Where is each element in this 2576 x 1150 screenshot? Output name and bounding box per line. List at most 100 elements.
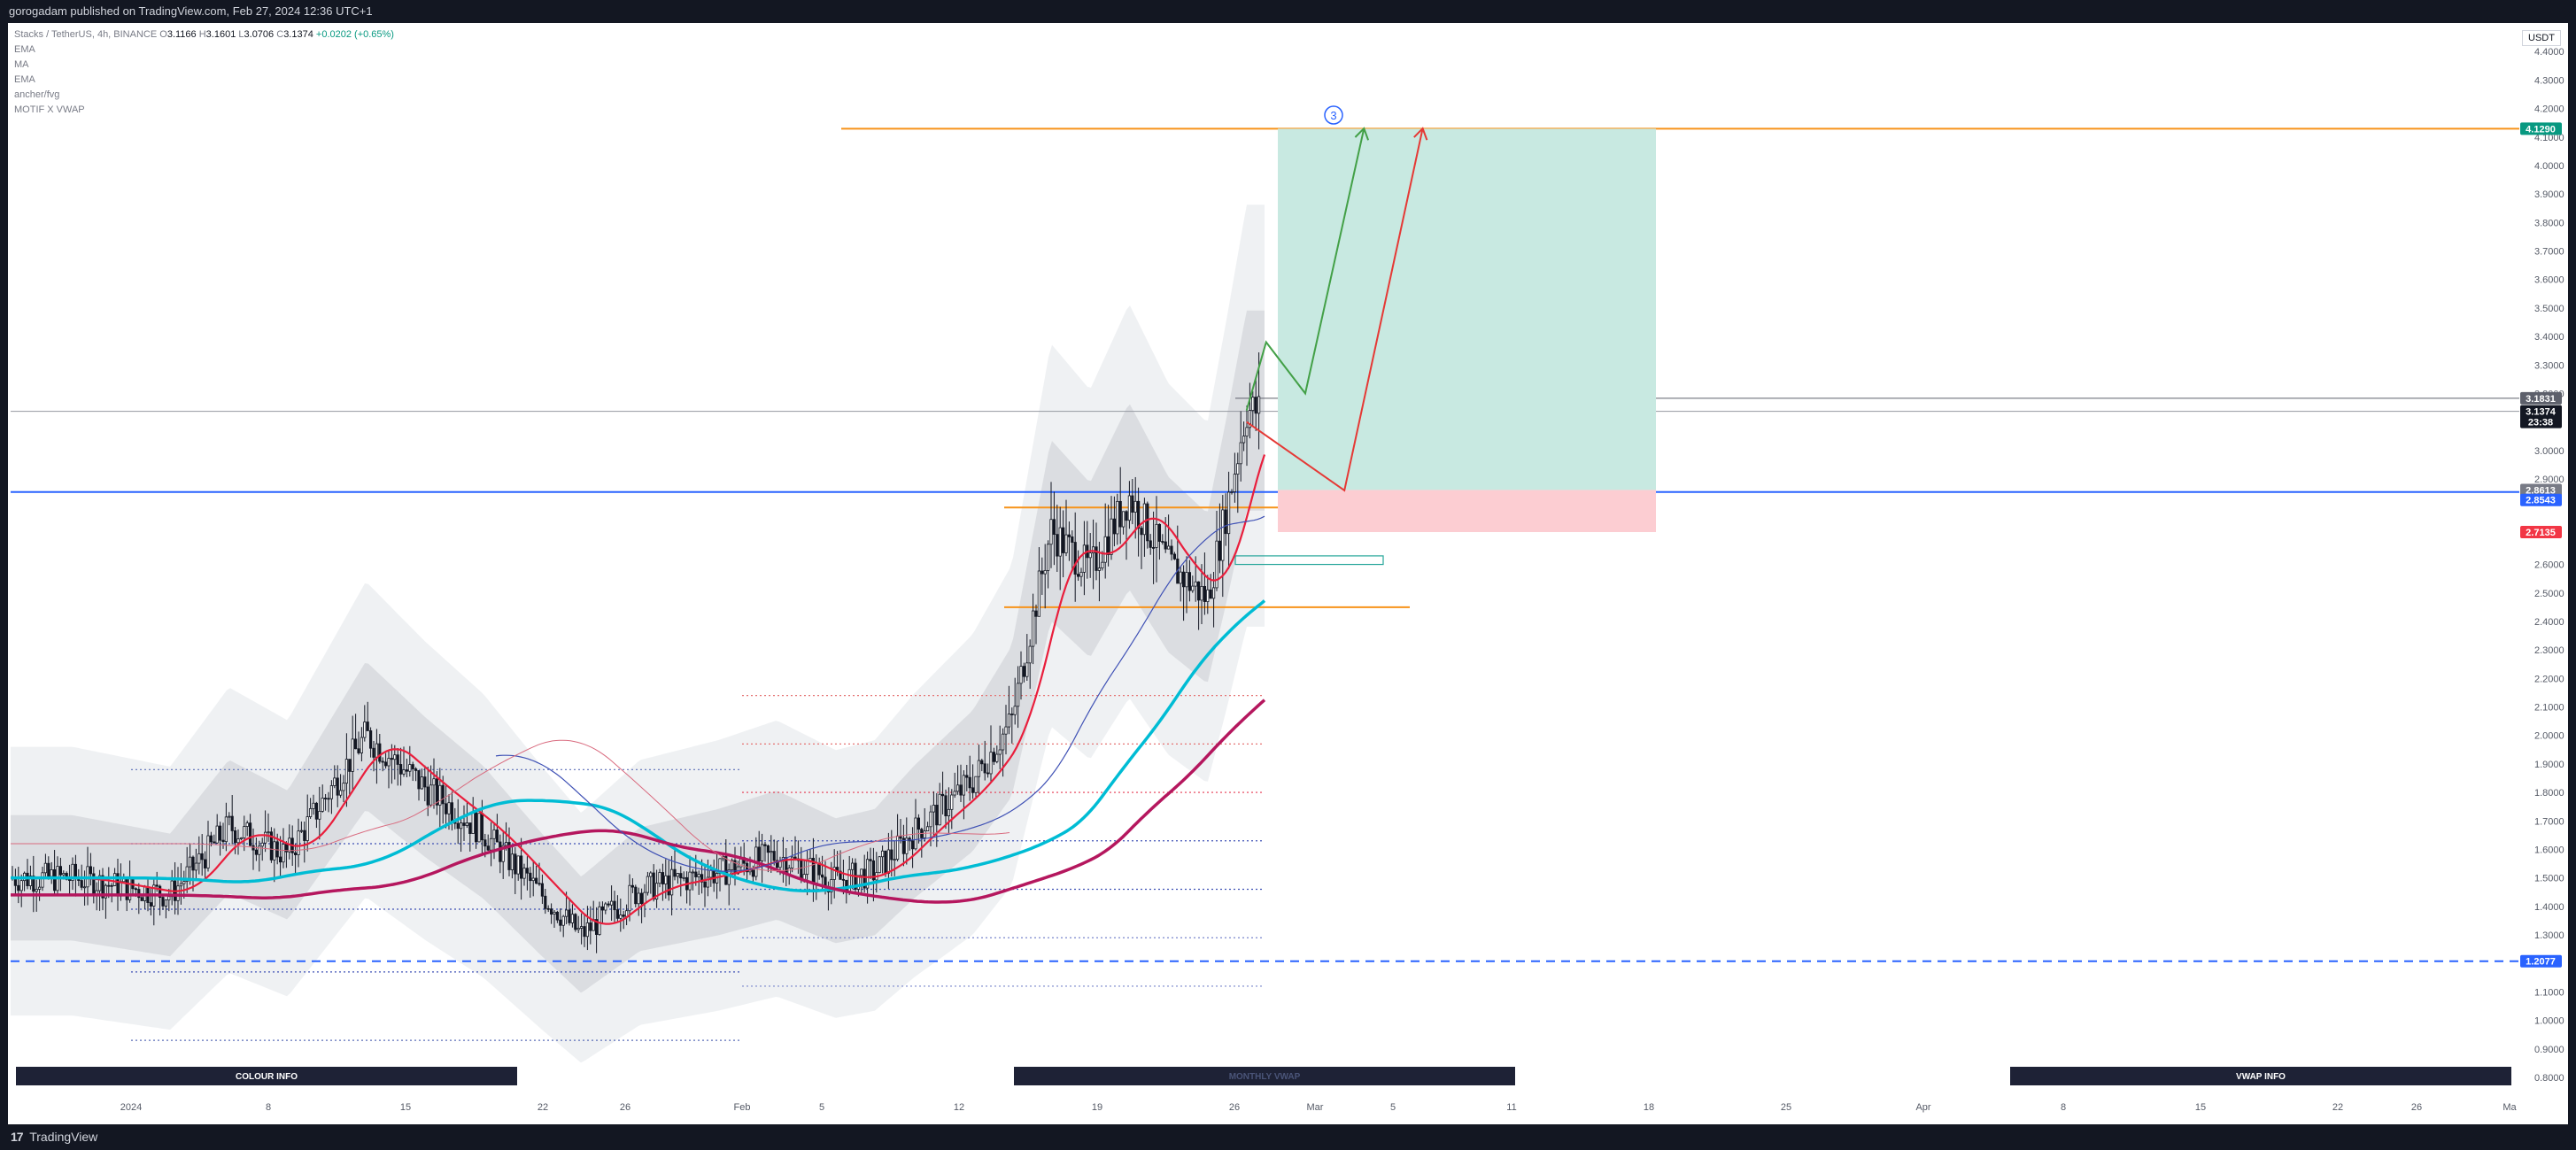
candle-body bbox=[1245, 427, 1249, 437]
candle-body bbox=[1157, 523, 1161, 542]
tradingview-logo-icon[interactable]: 17 bbox=[11, 1130, 24, 1144]
candle-body bbox=[1206, 589, 1210, 602]
candle-body bbox=[243, 826, 246, 838]
info-box-0[interactable] bbox=[16, 1067, 517, 1085]
candle-body bbox=[791, 856, 794, 868]
candle-body bbox=[676, 873, 680, 877]
price-tick-label: 2.9000 bbox=[2534, 475, 2564, 485]
candle-body bbox=[450, 802, 454, 822]
candle-body bbox=[1040, 570, 1044, 575]
indicator-ema-1[interactable]: EMA bbox=[14, 44, 35, 55]
indicator-ma[interactable]: MA bbox=[14, 59, 29, 70]
price-tag-5[interactable] bbox=[2520, 526, 2562, 539]
candle-body bbox=[830, 879, 833, 892]
candle-body bbox=[1052, 519, 1056, 536]
candle-body bbox=[568, 909, 571, 923]
ema-mid-line[interactable] bbox=[11, 599, 1266, 893]
candle-body bbox=[1067, 534, 1071, 537]
price-tag-0[interactable] bbox=[2520, 122, 2562, 135]
bullish-path-arrowhead-icon bbox=[1354, 127, 1370, 141]
candle-body bbox=[1028, 645, 1032, 664]
candle-body bbox=[806, 861, 809, 876]
candle-body bbox=[203, 859, 207, 868]
info-box-2[interactable] bbox=[2010, 1067, 2511, 1085]
candle-body bbox=[71, 863, 74, 881]
candle-body bbox=[112, 873, 117, 886]
ema-slow-line[interactable] bbox=[11, 698, 1266, 904]
stop-zone[interactable] bbox=[1278, 490, 1656, 533]
price-tick-label: 3.6000 bbox=[2534, 275, 2564, 286]
candle-body bbox=[983, 763, 986, 774]
candle-body bbox=[293, 852, 298, 855]
candle-body bbox=[1152, 546, 1156, 549]
target-zone[interactable] bbox=[1278, 128, 1656, 490]
candle-body bbox=[751, 869, 755, 877]
wave-3-label: 3 bbox=[1330, 109, 1336, 122]
candle-body bbox=[615, 909, 620, 919]
candle-body bbox=[167, 896, 171, 901]
info-box-1[interactable] bbox=[1014, 1067, 1515, 1085]
candle-body bbox=[565, 909, 569, 917]
candle-body bbox=[688, 871, 692, 891]
candle-body bbox=[215, 825, 219, 844]
candle-body bbox=[595, 919, 599, 936]
indicator-ema-2[interactable]: EMA bbox=[14, 74, 35, 85]
candle-body bbox=[1221, 509, 1225, 561]
ema-fast-line[interactable] bbox=[11, 454, 1266, 925]
candle-body bbox=[968, 776, 971, 789]
price-tick-label: 4.4000 bbox=[2534, 47, 2564, 58]
bullish-path-line[interactable] bbox=[1245, 127, 1365, 411]
indicator-motif-vwap[interactable]: MOTIF X VWAP bbox=[14, 104, 85, 115]
price-tick-label: 2.1000 bbox=[2534, 703, 2564, 714]
candle-body bbox=[727, 869, 731, 885]
candle-body bbox=[1004, 726, 1008, 735]
candle-body bbox=[703, 881, 707, 888]
price-tick-label: 0.9000 bbox=[2534, 1045, 2564, 1055]
price-tag-6[interactable] bbox=[2520, 954, 2562, 968]
candle-body bbox=[630, 884, 635, 888]
candle-body bbox=[363, 722, 367, 738]
candle-body bbox=[893, 859, 896, 861]
price-tag-value-4: 2.8543 bbox=[2526, 496, 2556, 506]
indicator-ancher-fvg[interactable]: ancher/fvg bbox=[14, 89, 60, 100]
vwap-line[interactable] bbox=[495, 515, 1265, 872]
candle-body bbox=[845, 879, 848, 891]
time-tick-label: 11 bbox=[1506, 1102, 1516, 1113]
price-tag-3[interactable] bbox=[2520, 483, 2562, 497]
fvg-box[interactable] bbox=[1234, 555, 1384, 566]
candle-body bbox=[522, 868, 526, 879]
candle-body bbox=[1077, 574, 1080, 577]
candle-body bbox=[329, 785, 334, 799]
candle-body bbox=[197, 853, 201, 864]
candle-body bbox=[426, 786, 429, 806]
candle-body bbox=[1110, 518, 1113, 555]
price-tag-2[interactable] bbox=[2520, 405, 2562, 428]
candle-body bbox=[731, 860, 734, 871]
candle-body bbox=[1122, 511, 1126, 528]
currency-button[interactable]: USDT bbox=[2522, 30, 2561, 46]
price-tick-label: 1.3000 bbox=[2534, 930, 2564, 941]
ema-thin-line[interactable] bbox=[11, 739, 1010, 872]
high-label: H bbox=[198, 29, 206, 40]
candle-body bbox=[697, 874, 700, 877]
candle-body bbox=[1146, 503, 1149, 542]
candle-body bbox=[432, 778, 436, 786]
price-tick-label: 3.9000 bbox=[2534, 189, 2564, 200]
candle-body bbox=[1025, 662, 1029, 677]
time-tick-label: 15 bbox=[400, 1102, 411, 1113]
candle-body bbox=[273, 841, 276, 861]
price-tag-1[interactable] bbox=[2520, 391, 2562, 405]
bearish-path-line[interactable] bbox=[1246, 127, 1424, 492]
candle-body bbox=[1203, 585, 1206, 602]
candle-body bbox=[179, 883, 182, 887]
tradingview-brand[interactable]: TradingView bbox=[29, 1130, 98, 1144]
candle-body bbox=[956, 784, 960, 792]
candle-body bbox=[405, 769, 409, 772]
price-tick-label: 1.9000 bbox=[2534, 760, 2564, 770]
candle-body bbox=[483, 839, 487, 847]
price-tag-4[interactable] bbox=[2520, 493, 2562, 506]
candle-body bbox=[622, 915, 625, 917]
candle-body bbox=[1191, 585, 1195, 591]
